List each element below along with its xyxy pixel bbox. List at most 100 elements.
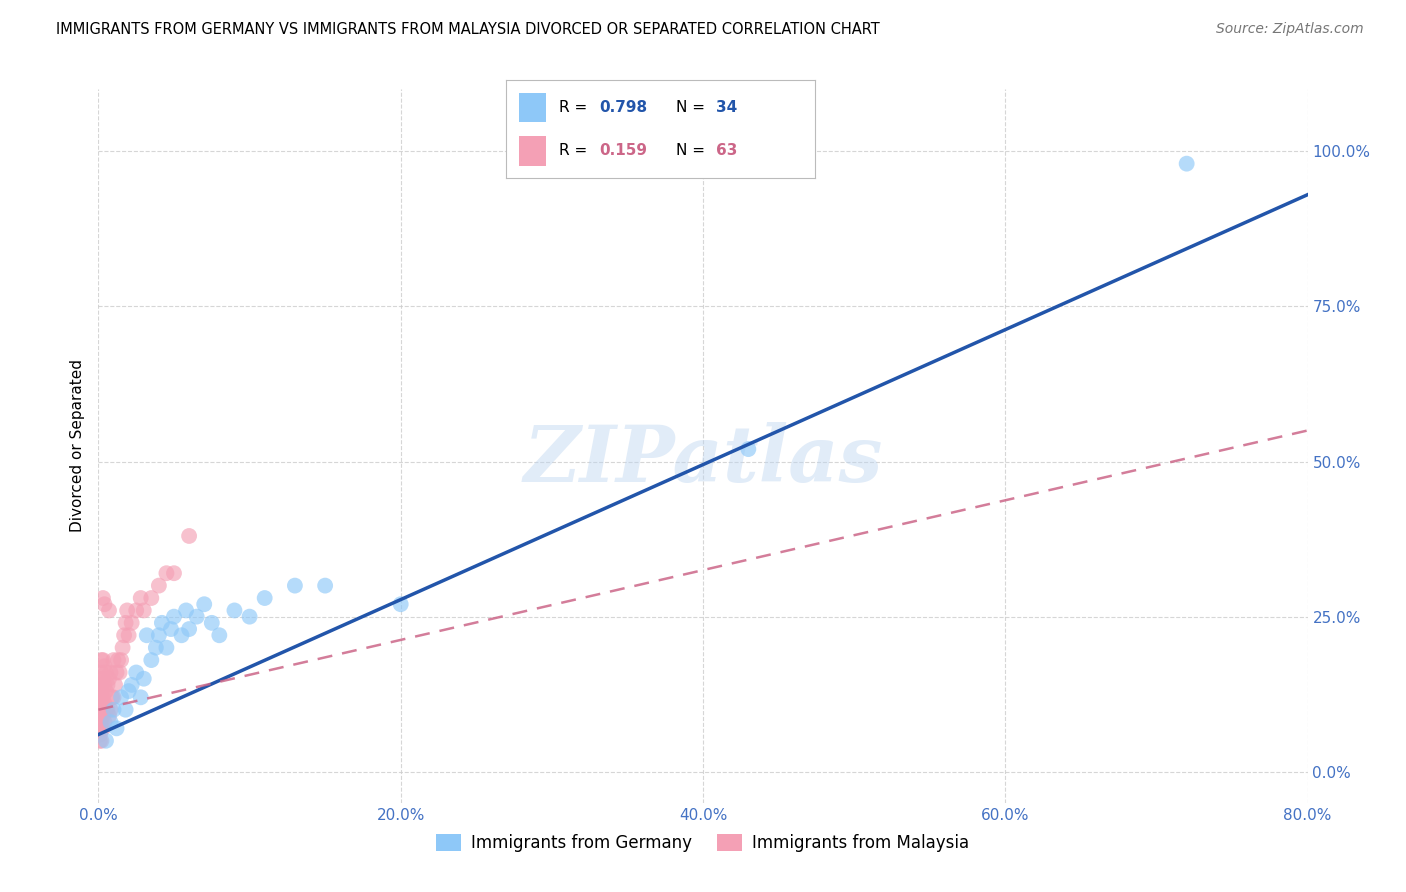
Point (239, 609, 262, 624)
Point (115, 603, 138, 617)
Point (132, 672, 155, 686)
Point (108, 665, 131, 680)
Point (94, 684, 117, 698)
Point (155, 566, 177, 581)
Point (103, 703, 125, 717)
Point (186, 609, 208, 624)
Point (89, 733, 111, 747)
Point (90, 665, 112, 680)
Point (121, 678, 143, 692)
Point (208, 628, 231, 642)
Point (90, 703, 112, 717)
Point (145, 640, 167, 655)
Point (141, 591, 163, 605)
Bar (519, 136, 547, 166)
Text: N =: N = (676, 100, 710, 115)
Point (101, 690, 124, 705)
Point (89, 722, 111, 736)
Point (135, 628, 157, 642)
Text: IMMIGRANTS FROM GERMANY VS IMMIGRANTS FROM MALAYSIA DIVORCED OR SEPARATED CORREL: IMMIGRANTS FROM GERMANY VS IMMIGRANTS FR… (56, 22, 880, 37)
Point (103, 690, 125, 705)
Point (100, 665, 122, 680)
Text: Source: ZipAtlas.com: Source: ZipAtlas.com (1216, 22, 1364, 37)
Text: 0.798: 0.798 (599, 100, 647, 115)
Point (98, 672, 121, 686)
Point (163, 566, 186, 581)
Point (105, 722, 128, 736)
Point (201, 615, 224, 630)
Point (141, 653, 163, 667)
Point (89, 684, 111, 698)
Point (103, 653, 125, 667)
Point (104, 678, 127, 692)
Point (118, 628, 141, 642)
Point (148, 579, 170, 593)
Point (93, 715, 115, 730)
Point (91, 722, 114, 736)
Point (91, 709, 114, 723)
Text: ZIPatlas: ZIPatlas (523, 422, 883, 499)
Point (110, 690, 132, 705)
Point (148, 628, 170, 642)
Point (193, 597, 215, 611)
Point (224, 603, 246, 617)
Bar (519, 93, 547, 122)
Point (179, 529, 201, 543)
Point (389, 597, 412, 611)
Point (96, 703, 118, 717)
Point (100, 703, 122, 717)
Point (253, 591, 276, 605)
Point (121, 615, 143, 630)
Point (150, 615, 173, 630)
Point (93, 659, 115, 673)
Text: 0.159: 0.159 (599, 144, 647, 159)
Point (163, 609, 186, 624)
Point (160, 622, 183, 636)
Point (94, 703, 117, 717)
Text: R =: R = (558, 144, 592, 159)
Point (111, 640, 134, 655)
Point (90, 722, 112, 736)
Point (125, 603, 148, 617)
Point (91, 653, 114, 667)
Point (90, 733, 112, 747)
Point (89, 690, 111, 705)
Point (110, 653, 132, 667)
Point (114, 703, 136, 717)
Point (94, 733, 117, 747)
Point (98, 709, 121, 723)
Text: 34: 34 (717, 100, 738, 115)
Point (314, 579, 336, 593)
Text: N =: N = (676, 144, 710, 159)
Point (90, 697, 112, 711)
Point (89, 703, 111, 717)
Point (737, 442, 759, 456)
Point (1175, 156, 1198, 170)
Text: R =: R = (558, 100, 592, 115)
Point (89, 715, 111, 730)
Point (112, 628, 135, 642)
Y-axis label: Divorced or Separated: Divorced or Separated (69, 359, 84, 533)
Point (114, 615, 136, 630)
Point (125, 665, 148, 680)
Text: 63: 63 (717, 144, 738, 159)
Point (170, 628, 193, 642)
Point (107, 653, 129, 667)
Point (89, 678, 111, 692)
Point (155, 640, 177, 655)
Point (90, 684, 112, 698)
Point (105, 665, 128, 680)
Point (93, 697, 115, 711)
Legend: Immigrants from Germany, Immigrants from Malaysia: Immigrants from Germany, Immigrants from… (430, 827, 976, 859)
Point (89, 727, 111, 741)
Point (90, 672, 112, 686)
Point (93, 678, 115, 692)
Point (91, 591, 114, 605)
Point (98, 603, 121, 617)
Point (94, 665, 117, 680)
Point (179, 622, 201, 636)
Point (93, 597, 115, 611)
Point (132, 603, 155, 617)
Point (129, 690, 152, 705)
Point (90, 690, 112, 705)
